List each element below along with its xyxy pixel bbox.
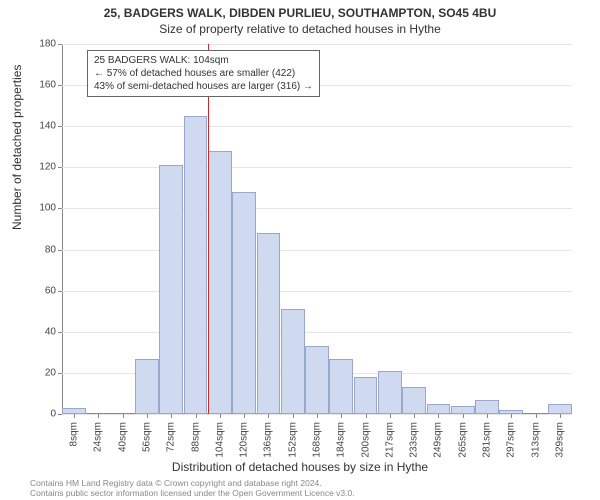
- x-tick-mark: [98, 414, 99, 418]
- x-tick-label: 249sqm: [433, 422, 444, 458]
- reference-line: [208, 44, 210, 414]
- x-tick-mark: [536, 414, 537, 418]
- x-tick-mark: [123, 414, 124, 418]
- x-tick-label: 24sqm: [93, 422, 104, 452]
- grid-line: [62, 208, 572, 209]
- x-tick-label: 329sqm: [554, 422, 565, 458]
- x-tick-label: 313sqm: [530, 422, 541, 458]
- x-tick-label: 40sqm: [117, 422, 128, 452]
- x-tick-mark: [390, 414, 391, 418]
- x-tick-label: 8sqm: [69, 422, 80, 446]
- grid-line: [62, 291, 572, 292]
- x-tick-label: 168sqm: [312, 422, 323, 458]
- x-tick-mark: [196, 414, 197, 418]
- x-tick-label: 152sqm: [287, 422, 298, 458]
- x-tick-label: 184sqm: [336, 422, 347, 458]
- histogram-bar: [475, 400, 499, 414]
- histogram-bar: [402, 387, 426, 414]
- y-tick-label: 160: [39, 80, 62, 91]
- chart-title: 25, BADGERS WALK, DIBDEN PURLIEU, SOUTHA…: [0, 0, 600, 20]
- y-tick-label: 180: [39, 39, 62, 50]
- grid-line: [62, 167, 572, 168]
- footer-attribution: Contains HM Land Registry data © Crown c…: [30, 478, 355, 498]
- x-tick-mark: [171, 414, 172, 418]
- x-tick-label: 265sqm: [457, 422, 468, 458]
- grid-line: [62, 126, 572, 127]
- annotation-line: 43% of semi-detached houses are larger (…: [94, 80, 313, 93]
- x-tick-mark: [293, 414, 294, 418]
- x-tick-label: 200sqm: [360, 422, 371, 458]
- x-tick-label: 120sqm: [239, 422, 250, 458]
- histogram-bar: [184, 116, 208, 414]
- annotation-line: 25 BADGERS WALK: 104sqm: [94, 54, 313, 67]
- x-tick-mark: [366, 414, 367, 418]
- y-tick-label: 20: [45, 367, 62, 378]
- x-tick-label: 88sqm: [190, 422, 201, 452]
- grid-line: [62, 332, 572, 333]
- x-tick-mark: [268, 414, 269, 418]
- y-tick-label: 60: [45, 285, 62, 296]
- x-tick-label: 281sqm: [482, 422, 493, 458]
- x-tick-mark: [74, 414, 75, 418]
- y-tick-label: 40: [45, 326, 62, 337]
- x-tick-mark: [147, 414, 148, 418]
- grid-line: [62, 44, 572, 45]
- x-tick-label: 233sqm: [409, 422, 420, 458]
- histogram-bar: [159, 165, 183, 414]
- x-tick-mark: [463, 414, 464, 418]
- x-tick-mark: [317, 414, 318, 418]
- x-tick-label: 217sqm: [384, 422, 395, 458]
- x-tick-label: 56sqm: [142, 422, 153, 452]
- histogram-bar: [451, 406, 475, 414]
- x-tick-label: 136sqm: [263, 422, 274, 458]
- histogram-bar: [281, 309, 305, 414]
- x-axis-title: Distribution of detached houses by size …: [0, 460, 600, 474]
- histogram-bar: [378, 371, 402, 414]
- y-tick-label: 140: [39, 121, 62, 132]
- chart-subtitle: Size of property relative to detached ho…: [0, 20, 600, 36]
- y-axis-title: Number of detached properties: [10, 65, 24, 230]
- x-tick-mark: [438, 414, 439, 418]
- histogram-bar: [427, 404, 451, 414]
- histogram-bar: [232, 192, 256, 414]
- annotation-box: 25 BADGERS WALK: 104sqm← 57% of detached…: [87, 50, 320, 97]
- footer-line-2: Contains public sector information licen…: [30, 488, 355, 498]
- footer-line-1: Contains HM Land Registry data © Crown c…: [30, 478, 355, 488]
- chart-plot-area: 0204060801001201401601808sqm24sqm40sqm56…: [62, 44, 572, 414]
- x-tick-label: 72sqm: [166, 422, 177, 452]
- y-axis-line: [62, 44, 63, 414]
- x-tick-mark: [487, 414, 488, 418]
- x-tick-mark: [341, 414, 342, 418]
- grid-line: [62, 250, 572, 251]
- y-tick-label: 120: [39, 162, 62, 173]
- x-tick-mark: [414, 414, 415, 418]
- annotation-line: ← 57% of detached houses are smaller (42…: [94, 67, 313, 80]
- x-tick-label: 297sqm: [506, 422, 517, 458]
- x-tick-mark: [244, 414, 245, 418]
- histogram-bar: [305, 346, 329, 414]
- x-tick-mark: [560, 414, 561, 418]
- y-tick-label: 0: [50, 409, 62, 420]
- histogram-bar: [548, 404, 572, 414]
- x-tick-mark: [220, 414, 221, 418]
- x-tick-label: 104sqm: [214, 422, 225, 458]
- histogram-bar: [135, 359, 159, 415]
- histogram-bar: [354, 377, 378, 414]
- histogram-bar: [257, 233, 281, 414]
- histogram-bar: [329, 359, 353, 415]
- y-tick-label: 80: [45, 244, 62, 255]
- x-tick-mark: [511, 414, 512, 418]
- histogram-bar: [208, 151, 232, 414]
- y-tick-label: 100: [39, 203, 62, 214]
